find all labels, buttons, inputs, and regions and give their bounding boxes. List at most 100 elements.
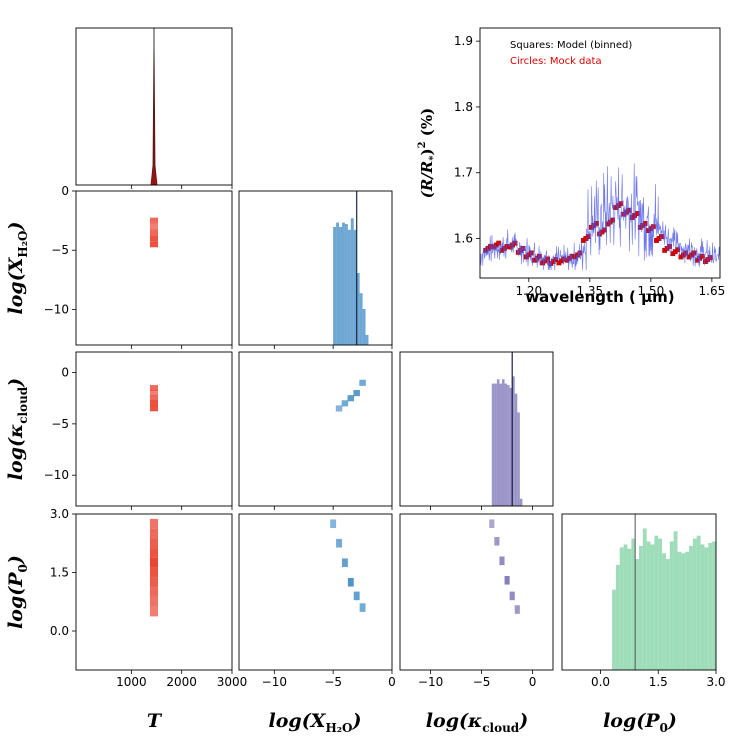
hist-P-bin [619, 547, 624, 670]
hist-P-bin [673, 531, 678, 670]
panel-frame [75, 27, 233, 186]
panel-frame [238, 351, 393, 507]
hist-X-bin [344, 224, 348, 345]
hist-K-bin [517, 412, 520, 506]
y-tick-label-K: −10 [44, 468, 69, 482]
spec-x-tick-label: 1.35 [576, 284, 603, 298]
density-X-P-cell [347, 577, 354, 587]
line-layer [153, 28, 721, 670]
x-tick-label-K: −5 [473, 675, 491, 689]
hist-P-bin [639, 545, 643, 670]
y-tick-label-K: 0 [61, 366, 69, 380]
hist-X-bin [347, 229, 351, 345]
panel-frame [399, 351, 554, 507]
density-K-P-cell [509, 591, 515, 601]
panel-frame [561, 513, 717, 671]
spectrum-frame [479, 27, 721, 279]
x-tick-label-X: −5 [324, 675, 342, 689]
y-axis-label-K: log(κcloud) [5, 378, 30, 480]
density-T-K-cell [149, 400, 159, 407]
hist-P-bin [631, 538, 636, 670]
hist-X-bin [350, 218, 354, 345]
spec-x-tick-label: 1.20 [515, 284, 542, 298]
hist-X-bin [341, 222, 345, 345]
density-K-P-cell [504, 576, 510, 585]
spectrum-xlabel: wavelength ( μm) [525, 288, 674, 306]
hist-P-bin [700, 544, 705, 670]
hist-P-bin [646, 541, 651, 670]
spectrum-legend-entry: Squares: Model (binned) [510, 40, 632, 51]
hist-X-bin [362, 309, 366, 345]
hist-P-bin [669, 541, 674, 670]
y-tick-label-X: −5 [51, 243, 69, 257]
hist-P-bin [635, 559, 639, 670]
hist-K-bin [504, 383, 508, 506]
density-K-P-cell [499, 556, 505, 566]
density-X-P-cell [330, 519, 337, 529]
panel-frame [75, 351, 233, 507]
density-T-P-cell [149, 528, 159, 539]
density-T-K-cell [149, 385, 159, 391]
density-T-X-cell [149, 223, 159, 230]
hist-K-bin [514, 393, 518, 506]
density-X-K-cell [341, 400, 349, 407]
density-K-P-cell [494, 537, 500, 546]
x-axis-label-T: T [147, 710, 163, 732]
hist-P-bin [654, 535, 659, 670]
y-tick-label-X: 0 [61, 184, 69, 198]
hist-K-bin [512, 376, 515, 506]
hist-P-bin [665, 559, 670, 670]
density-T-X-cell [149, 229, 159, 236]
density-T-P-cell [149, 538, 159, 549]
spec-y-tick-label: 1.7 [454, 166, 473, 180]
hist-P-bin [708, 542, 713, 670]
hist-X-bin [339, 226, 342, 345]
hist-K-bin [502, 379, 505, 506]
hist-P-bin [704, 547, 709, 670]
y-tick-label-P: 1.5 [50, 566, 69, 580]
spectrum-model-line [480, 163, 721, 271]
x-tick-label-P: 3.0 [706, 675, 725, 689]
panel-frame [238, 513, 393, 671]
spectrum-legend-entry: Circles: Mock data [510, 56, 602, 67]
panel-frame [75, 513, 233, 671]
density-T-P-cell [149, 518, 159, 529]
hist-K-bin [491, 383, 495, 506]
hist-P-bin [658, 538, 663, 670]
density-X-P-cell [341, 558, 348, 568]
text-layer: 1000 2000 3000 −10 −5 0 −10 −5 0 0.0 1.5 3.0 0 −5 −10 0… [5, 34, 726, 735]
spec-x-tick-label: 1.50 [637, 284, 664, 298]
density-T-P-cell [149, 596, 159, 607]
density-X-P-cell [336, 538, 342, 548]
binned-model-square [496, 240, 502, 246]
spec-x-tick-label: 1.65 [699, 284, 726, 298]
binned-model-square [553, 257, 559, 262]
x-tick-label-X: −10 [262, 675, 287, 689]
x-tick-label-X: 0 [388, 675, 396, 689]
hist-P-bin [612, 589, 616, 670]
hist-P-bin [681, 553, 686, 670]
x-axis-label-K: log(κcloud) [426, 710, 528, 735]
y-axis-label-X: log(XH₂O) [5, 222, 30, 315]
hist-K-bin [496, 379, 500, 506]
density-T-P-cell [149, 548, 159, 558]
x-tick-label-K: 0 [529, 675, 537, 689]
spec-y-tick-label: 1.8 [454, 100, 473, 114]
density-T-X-cell [149, 241, 159, 248]
hist-X-bin [359, 293, 363, 345]
panel-frame [399, 513, 554, 671]
hist-X-bin [353, 229, 357, 345]
density-T-P-cell [149, 577, 159, 588]
hist-P-bin [677, 551, 682, 670]
hist-P-bin [662, 553, 666, 670]
density-T-P-cell [149, 587, 159, 597]
hist-K-bin [499, 383, 502, 506]
spectrum-ylabel: (R/R*)2 (%) [417, 108, 439, 199]
density-X-P-cell [353, 591, 360, 601]
spec-y-tick-label: 1.9 [454, 34, 473, 48]
density-X-K-cell [359, 379, 366, 386]
hist-P-bin [685, 551, 690, 670]
panel-frame [238, 190, 393, 346]
hist-P-bin [650, 544, 655, 670]
